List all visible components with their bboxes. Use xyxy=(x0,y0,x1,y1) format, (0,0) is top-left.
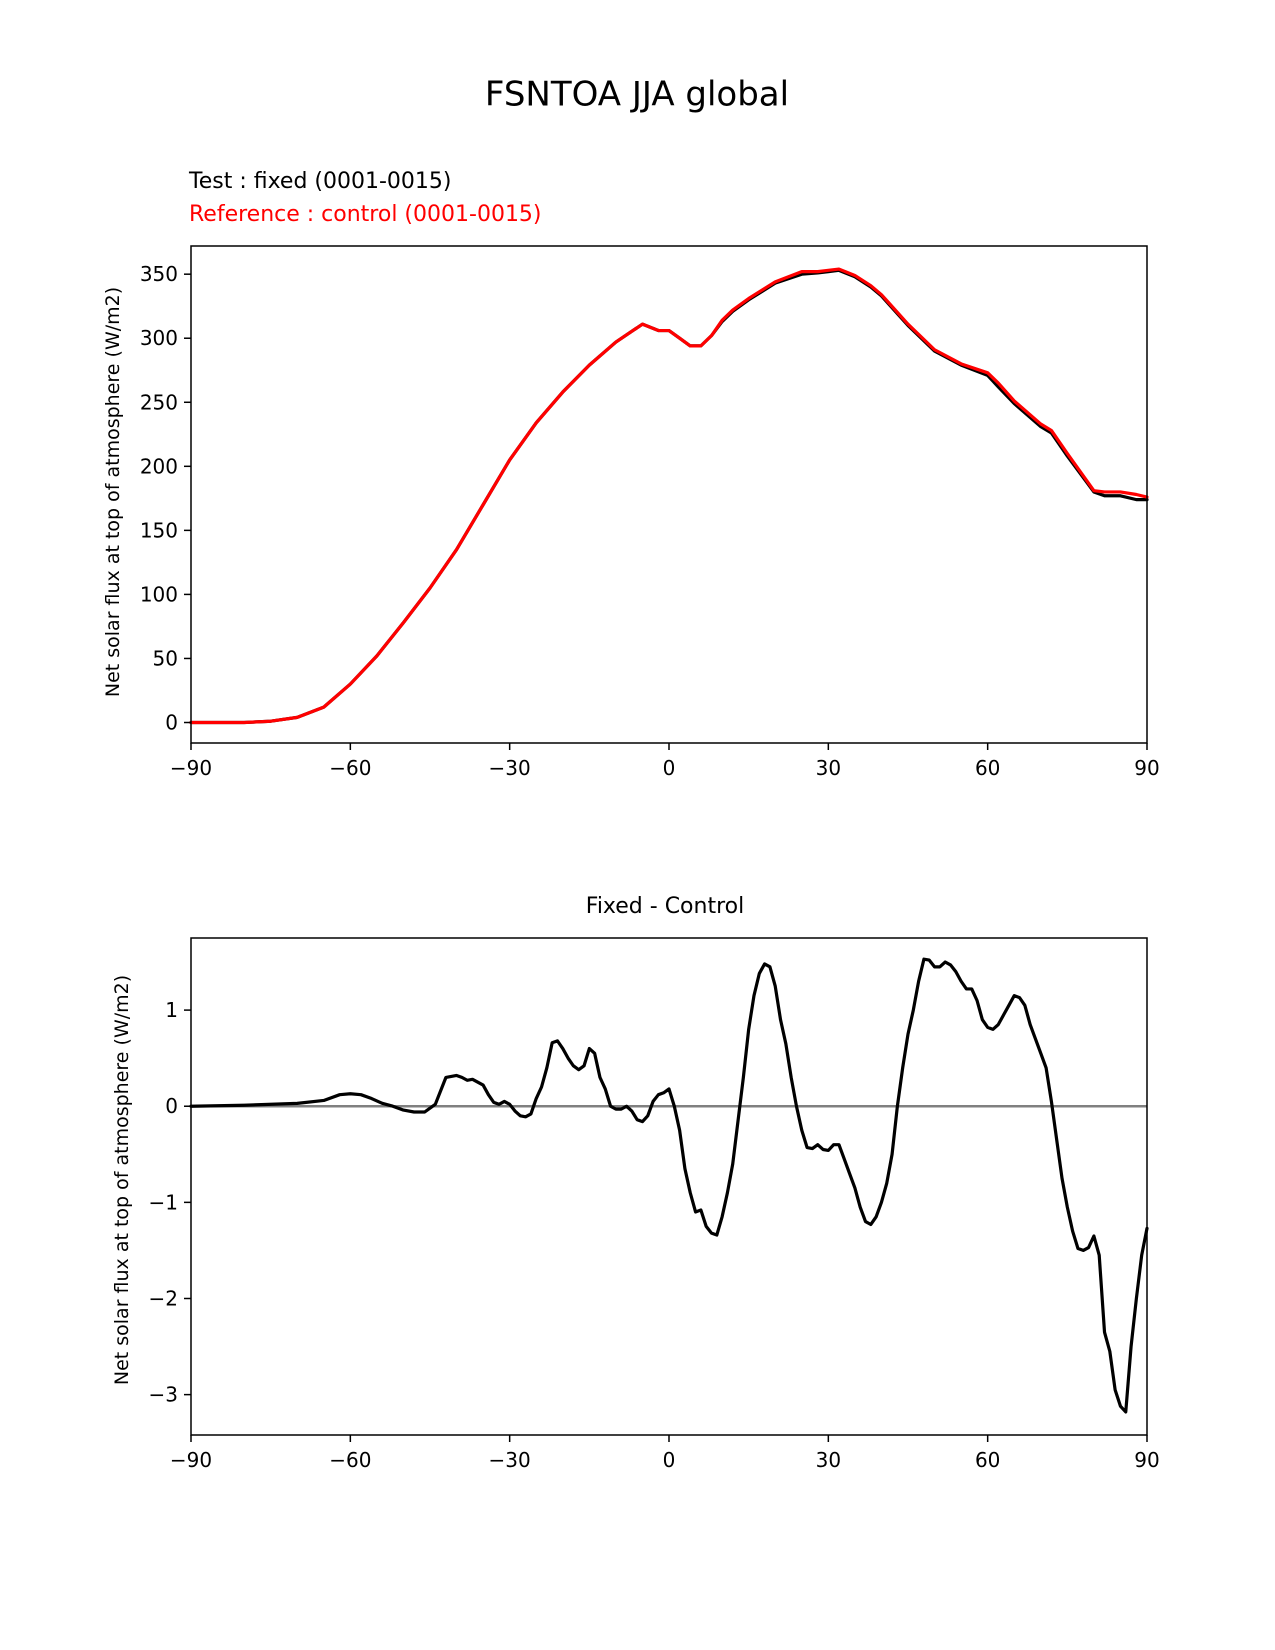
y-tick-label: 250 xyxy=(140,390,178,414)
y-tick-label: −1 xyxy=(149,1190,178,1214)
y-tick-label: 50 xyxy=(153,646,178,670)
x-tick-label: 0 xyxy=(663,1448,676,1472)
y-tick-label: −2 xyxy=(149,1286,178,1310)
top-chart: Test : fixed (0001-0015) Reference : con… xyxy=(102,169,1160,780)
x-tick-label: 30 xyxy=(816,756,841,780)
x-tick-label: −60 xyxy=(329,1448,371,1472)
x-tick-label: 30 xyxy=(816,1448,841,1472)
x-tick-label: −30 xyxy=(489,1448,531,1472)
bottom-chart-title: Fixed - Control xyxy=(586,894,744,919)
x-tick-label: 90 xyxy=(1134,1448,1159,1472)
y-tick-label: 1 xyxy=(165,998,178,1022)
difference-series-line xyxy=(189,957,1149,1414)
x-tick-label: −60 xyxy=(329,756,371,780)
bottom-y-axis-label: Net solar flux at top of atmosphere (W/m… xyxy=(111,975,133,1385)
top-y-axis-label: Net solar flux at top of atmosphere (W/m… xyxy=(102,287,124,697)
reference-series-line xyxy=(189,267,1149,725)
y-tick-label: 150 xyxy=(140,518,178,542)
x-tick-label: 60 xyxy=(975,756,1000,780)
y-tick-label: 0 xyxy=(165,711,178,735)
y-tick-label: 300 xyxy=(140,326,178,350)
figure-title: FSNTOA JJA global xyxy=(485,75,789,115)
test-label: Test : fixed (0001-0015) xyxy=(188,169,452,194)
reference-label: Reference : control (0001-0015) xyxy=(189,202,542,227)
y-tick-label: 350 xyxy=(140,262,178,286)
y-tick-label: 200 xyxy=(140,454,178,478)
x-tick-label: 0 xyxy=(663,756,676,780)
x-tick-label: −30 xyxy=(489,756,531,780)
y-tick-label: −3 xyxy=(149,1383,178,1407)
x-tick-label: 60 xyxy=(975,1448,1000,1472)
y-tick-label: 0 xyxy=(165,1094,178,1118)
x-tick-label: −90 xyxy=(170,1448,212,1472)
x-tick-label: −90 xyxy=(170,756,212,780)
bottom-chart: Fixed - Control Net solar flux at top of… xyxy=(111,894,1160,1472)
x-tick-label: 90 xyxy=(1134,756,1159,780)
y-tick-label: 100 xyxy=(140,582,178,606)
